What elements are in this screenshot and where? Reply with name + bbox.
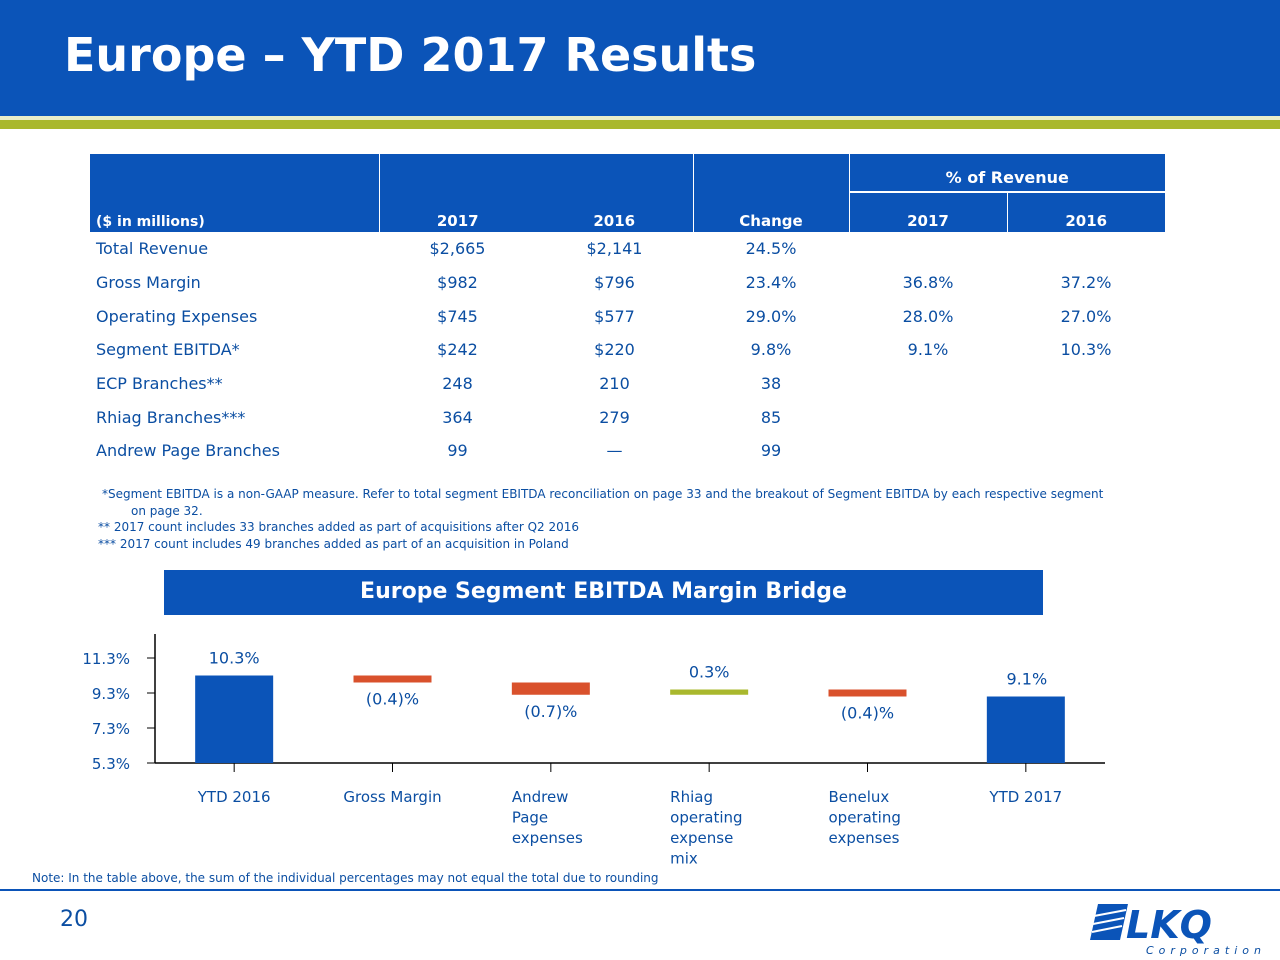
bar-value-label: 0.3% <box>689 663 730 682</box>
logo-text: LKQ <box>1126 903 1212 947</box>
x-category-label: Page <box>512 809 548 827</box>
table-row: Andrew Page Branches 99 — 99 <box>96 441 782 461</box>
bar-value-label: 9.1% <box>1007 670 1048 689</box>
x-category-label: Benelux <box>829 788 890 806</box>
rounding-note: Note: In the table above, the sum of the… <box>32 871 659 885</box>
y-tick-label: 11.3% <box>82 650 130 668</box>
header-divider-green <box>0 120 1280 129</box>
x-category-label: expense <box>670 829 733 847</box>
x-category-label: Andrew <box>512 788 569 806</box>
table-row: ECP Branches** 248 210 38 <box>96 374 782 394</box>
x-category-label: YTD 2017 <box>988 788 1062 806</box>
lkq-logo: LKQ Corporation <box>1090 903 1266 956</box>
header-divider-light <box>0 116 1280 120</box>
x-category-label: YTD 2016 <box>197 788 271 806</box>
header-units: ($ in millions) <box>90 192 379 232</box>
pct-of-revenue-header: % of Revenue <box>848 154 1165 193</box>
x-category-label: expenses <box>829 829 900 847</box>
x-category-label: operating <box>829 809 901 827</box>
bar-value-label: (0.7)% <box>524 702 577 721</box>
bar-value-label: (0.4)% <box>366 690 419 709</box>
slide-title: Europe – YTD 2017 Results <box>64 28 757 82</box>
lkq-globe-icon <box>1090 904 1128 940</box>
footnote-ecp: ** 2017 count includes 33 branches added… <box>98 520 580 534</box>
y-tick-label: 9.3% <box>92 685 130 703</box>
x-category-label: Gross Margin <box>343 788 441 806</box>
waterfall-bar <box>353 675 432 683</box>
footnote-rhiag: *** 2017 count includes 49 branches adde… <box>98 537 569 551</box>
table-row: Operating Expenses $745 $577 29.0% 28.0%… <box>96 306 1112 326</box>
bar-value-label: 10.3% <box>209 649 260 668</box>
waterfall-bar <box>828 689 907 697</box>
waterfall-bar <box>195 675 274 763</box>
table-row: Rhiag Branches*** 364 279 85 <box>96 407 782 427</box>
table-row: Segment EBITDA* $242 $220 9.8% 9.1% 10.3… <box>96 340 1112 360</box>
header-pct-2017: 2017 <box>848 192 1007 232</box>
x-category-label: Rhiag <box>670 788 713 806</box>
waterfall-bar <box>986 696 1065 763</box>
ebitda-bridge-chart: 11.3% 9.3% 7.3% 5.3% 10.3% YTD 2016 (0.4)% Gros… <box>82 634 1105 868</box>
y-tick-label: 7.3% <box>92 720 130 738</box>
table-row: Total Revenue $2,665 $2,141 24.5% <box>96 239 797 259</box>
footnote-ebitda-cont: on page 32. <box>131 504 203 518</box>
waterfall-bar <box>511 682 590 695</box>
waterfall-bar <box>670 689 749 695</box>
header-change: Change <box>692 192 849 232</box>
header-2016: 2016 <box>536 192 693 232</box>
footer-divider <box>0 889 1280 891</box>
x-category-label: expenses <box>512 829 583 847</box>
y-tick-label: 5.3% <box>92 755 130 773</box>
table-row: Gross Margin $982 $796 23.4% 36.8% 37.2% <box>96 273 1112 293</box>
bar-value-label: (0.4)% <box>841 704 894 723</box>
header-bar <box>0 0 1280 116</box>
header-pct-2016: 2016 <box>1006 192 1165 232</box>
x-category-label: operating <box>670 809 742 827</box>
footnote-ebitda: *Segment EBITDA is a non-GAAP measure. R… <box>102 487 1104 501</box>
chart-title: Europe Segment EBITDA Margin Bridge <box>164 570 1043 615</box>
results-table: % of Revenue ($ in millions) 2017 2016 C… <box>90 154 1165 468</box>
logo-subtext: Corporation <box>1146 944 1266 956</box>
page-number: 20 <box>60 907 88 932</box>
table-header-row: ($ in millions) 2017 2016 Change 2017 20… <box>90 192 1165 232</box>
table-header-top: % of Revenue <box>90 154 1165 193</box>
header-2017: 2017 <box>378 192 536 232</box>
x-category-label: mix <box>670 850 698 868</box>
